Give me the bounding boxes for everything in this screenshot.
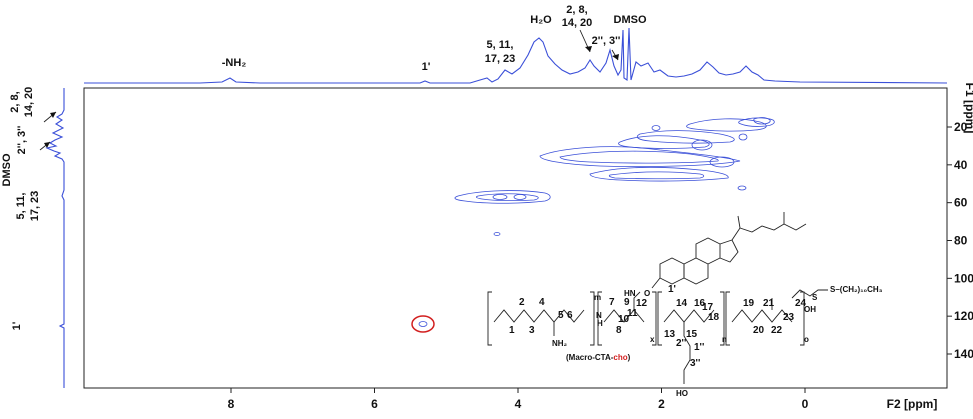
contour-group-middle xyxy=(454,190,551,236)
y-tick-label: 60 xyxy=(954,196,968,210)
f1-projection-trace xyxy=(45,88,65,388)
mol-sub-n: n xyxy=(722,335,727,344)
arrowhead-2dp-left xyxy=(44,142,50,148)
mol-num-10: 10 xyxy=(618,314,630,325)
mol-num-18: 18 xyxy=(708,312,720,323)
mol-num-9: 9 xyxy=(624,297,630,308)
mol-num-3dp: 3'' xyxy=(690,358,700,369)
mol-num-19: 19 xyxy=(743,298,755,309)
mol-atom-nh2: NH₂ xyxy=(552,339,568,348)
mol-num-7: 7 xyxy=(609,297,615,308)
mol-atom-n: N xyxy=(596,311,602,320)
contour-peak-1prime xyxy=(418,321,428,327)
x-axis-ticks: 8 6 4 2 0 xyxy=(228,388,809,411)
y-tick-label: 80 xyxy=(954,234,968,248)
mol-num-21: 21 xyxy=(763,298,775,309)
mol-num-20: 20 xyxy=(753,325,765,336)
label-1prime-left: 1' xyxy=(11,321,23,330)
mol-num-13: 13 xyxy=(664,329,676,340)
y-axis-ticks: 20 40 60 80 100 120 140 xyxy=(947,120,973,361)
mol-num-2: 2 xyxy=(519,297,525,308)
x-tick-label: 8 xyxy=(228,397,235,411)
y-axis-title: F1 [ppm] xyxy=(963,83,973,134)
arrowhead-2dp-top xyxy=(612,54,619,60)
f2-projection-trace xyxy=(84,27,948,84)
label-dmso-left: DMSO xyxy=(1,153,13,186)
mol-atom-s: S xyxy=(812,293,818,302)
label-2-8-left: 2, 8, xyxy=(9,91,21,112)
mol-atom-h: H xyxy=(597,319,603,328)
y-tick-label: 140 xyxy=(954,347,973,361)
mol-num-1dp: 1'' xyxy=(694,342,704,353)
mol-num-22: 22 xyxy=(771,325,783,336)
mol-atom-hn: HN xyxy=(624,289,636,298)
mol-num-5: 5 xyxy=(558,310,564,321)
mol-sub-o: o xyxy=(804,335,809,344)
label-2dp-3dp-left: 2'', 3'' xyxy=(16,125,28,154)
mol-num-1prime: 1' xyxy=(668,284,676,295)
contour-group-upper xyxy=(539,117,775,191)
mol-atom-ho: HO xyxy=(676,389,688,398)
mol-num-6: 6 xyxy=(567,310,573,321)
mol-num-3: 3 xyxy=(529,325,535,336)
y-tick-label: 20 xyxy=(954,120,968,134)
label-2dp-3dp-top: 2'', 3'' xyxy=(592,35,621,47)
label-17-23-left: 17, 23 xyxy=(29,191,41,222)
x-axis-title: F2 [ppm] xyxy=(887,397,938,411)
label-1prime-top: 1' xyxy=(422,61,431,73)
y-tick-label: 120 xyxy=(954,309,973,323)
label-5-11-top: 5, 11, xyxy=(487,39,514,51)
mol-num-16: 16 xyxy=(694,298,706,309)
mol-num-17: 17 xyxy=(702,302,714,313)
molecule-labels: 1 2 3 4 5 6 7 8 9 10 11 12 13 14 15 16 1… xyxy=(509,284,883,398)
mol-atom-o: O xyxy=(644,289,650,298)
mol-num-23: 23 xyxy=(783,312,795,323)
label-h2o: H₂O xyxy=(530,14,552,26)
mol-num-14: 14 xyxy=(676,298,688,309)
label-5-11-left: 5, 11, xyxy=(15,193,27,220)
x-tick-label: 2 xyxy=(658,397,665,411)
arrowhead-2-8-left xyxy=(50,112,56,118)
mol-atom-oh: OH xyxy=(804,305,816,314)
y-tick-label: 40 xyxy=(954,158,968,172)
mol-sub-x: x xyxy=(650,335,655,344)
mol-sub-m: m xyxy=(594,293,601,302)
plot-frame xyxy=(83,87,948,389)
x-tick-label: 0 xyxy=(802,397,809,411)
label-dmso-top: DMSO xyxy=(614,14,647,26)
label-14-20-top: 14, 20 xyxy=(562,17,593,29)
label-2-8-top: 2, 8, xyxy=(566,4,587,16)
mol-num-11: 11 xyxy=(627,308,638,319)
mol-num-12: 12 xyxy=(636,298,648,309)
mol-num-4: 4 xyxy=(539,297,545,308)
x-tick-label: 4 xyxy=(515,397,522,411)
y-tick-label: 100 xyxy=(954,271,973,285)
label-17-23-top: 17, 23 xyxy=(485,53,516,65)
mol-num-8: 8 xyxy=(616,325,622,336)
mol-num-2dp: 2'' xyxy=(676,338,686,349)
x-tick-label: 6 xyxy=(371,397,378,411)
mol-num-24: 24 xyxy=(795,298,807,309)
mol-tail: S–(CH₂)₁₀CH₃ xyxy=(830,285,883,294)
mol-caption: (Macro-CTA-cho) xyxy=(566,353,631,362)
label-14-20-left: 14, 20 xyxy=(23,87,35,118)
arrowhead-2-8-top xyxy=(585,46,592,52)
label-nh2: -NH₂ xyxy=(222,57,247,69)
molecule-structure xyxy=(487,212,828,384)
highlight-circle xyxy=(411,315,435,333)
mol-num-15: 15 xyxy=(686,329,698,340)
mol-num-1: 1 xyxy=(509,325,515,336)
